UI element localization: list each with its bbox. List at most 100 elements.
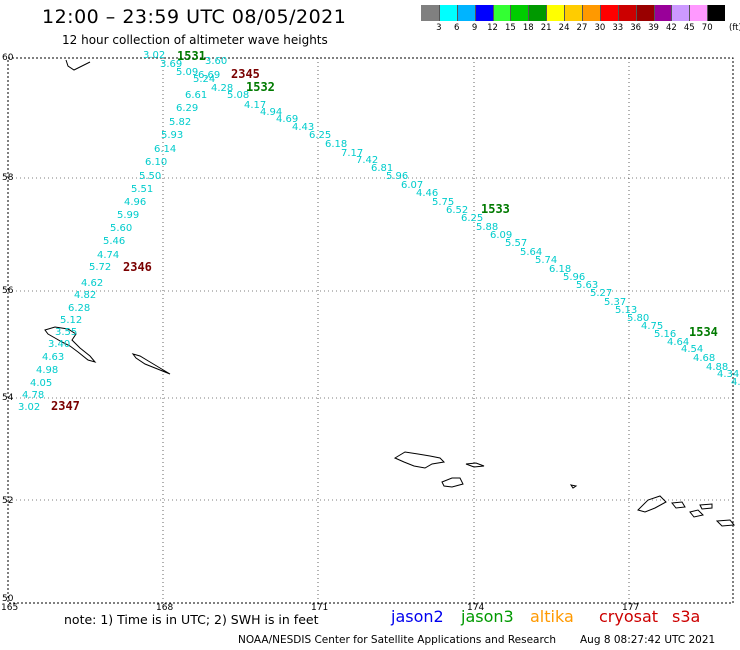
legend-swatch — [582, 5, 600, 21]
legend-label: 3 — [436, 23, 442, 33]
legend-unit: (ft) — [729, 23, 740, 33]
wave-height-label: 3.60 — [205, 56, 227, 67]
wave-height-label: 7.17 — [341, 148, 363, 159]
legend-swatch — [707, 5, 726, 21]
legend-swatch — [635, 5, 654, 21]
wave-height-label: 5.27 — [590, 288, 612, 299]
wave-height-label: 6.81 — [371, 163, 393, 174]
legend-label: 9 — [471, 23, 478, 33]
wave-height-label: 3.02 — [18, 402, 40, 413]
time-label: 2346 — [123, 260, 152, 274]
wave-height-label: 4.74 — [97, 250, 119, 261]
wave-height-label: 6.29 — [176, 103, 198, 114]
legend-label: 39 — [648, 23, 659, 33]
footer-note: note: 1) Time is in UTC; 2) SWH is in fe… — [64, 612, 319, 627]
wave-height-label: 5.13 — [615, 305, 637, 316]
wave-height-label: 4.82 — [74, 290, 96, 301]
time-label: 1531 — [177, 49, 206, 63]
legend-label: 36 — [630, 23, 642, 33]
wave-height-label: 5.12 — [60, 315, 82, 326]
wave-height-label: 4.54 — [681, 344, 703, 355]
track-descending: 3.60 6.69 4.28 5.08 4.17 4.94 4.69 4.43 … — [177, 49, 740, 388]
legend-label: 21 — [540, 23, 552, 33]
lat-label-60: 60 — [2, 53, 14, 63]
wave-height-label: 5.50 — [139, 171, 161, 182]
wave-height-label: 6.61 — [185, 90, 207, 101]
island-small — [131, 353, 171, 375]
wave-height-label: 4.05 — [30, 378, 52, 389]
wave-height-label: 6.69 — [198, 70, 220, 81]
lon-label-168: 168 — [156, 603, 173, 613]
satellite-jason2: jason2 — [391, 607, 444, 626]
island-aleutian-d — [569, 484, 578, 489]
wave-height-label: 5.82 — [169, 117, 191, 128]
legend-label: 70 — [701, 23, 713, 33]
wave-height-label: 6.25 — [309, 130, 331, 141]
wave-height-label: 5.60 — [110, 223, 132, 234]
generated-timestamp: Aug 8 08:27:42 UTC 2021 — [580, 634, 716, 646]
wave-height-label: 4.96 — [124, 197, 146, 208]
satellite-s3a: s3a — [672, 607, 701, 626]
island-aleutian-i — [715, 519, 735, 527]
time-label: 1534 — [689, 325, 718, 339]
island-aleutian-h — [699, 503, 713, 510]
legend-swatch — [599, 5, 618, 21]
satellite-altika: altika — [530, 607, 574, 626]
island-aleutian-a — [393, 451, 446, 469]
wave-height-label: 6.25 — [461, 213, 483, 224]
wave-height-label: 3.40 — [48, 339, 70, 350]
wave-height-label: 5.24 — [193, 74, 215, 85]
lat-label-58: 58 — [2, 173, 14, 183]
wave-height-label: 3.69 — [160, 59, 182, 70]
wave-height-label: 6.28 — [68, 303, 90, 314]
wave-height-label: 4.68 — [693, 353, 715, 364]
wave-height-label: 5.74 — [535, 255, 557, 266]
wave-height-label: 5.63 — [576, 280, 598, 291]
wave-height-label: 5.75 — [432, 197, 454, 208]
legend-swatch — [617, 5, 636, 21]
wave-height-label: 4.78 — [22, 390, 44, 401]
wave-height-label: 3.55 — [55, 327, 77, 338]
wave-height-label: 4.64 — [667, 337, 689, 348]
wave-height-label: 7.42 — [356, 155, 378, 166]
legend-label: 42 — [666, 23, 677, 33]
legend-label: 45 — [683, 23, 695, 33]
legend-swatch — [564, 5, 583, 21]
lon-label-171: 171 — [311, 603, 328, 613]
lat-label-56: 56 — [2, 286, 14, 296]
wave-height-label: 5.96 — [563, 272, 585, 283]
wave-height-label: 4.75 — [641, 321, 663, 332]
wave-height-label: 4.17 — [244, 100, 266, 111]
legend-swatch — [653, 5, 672, 21]
satellite-jason3: jason3 — [461, 607, 514, 626]
time-label: 2347 — [51, 399, 80, 413]
wave-height-label: 4.94 — [260, 107, 282, 118]
legend-label: 6 — [454, 23, 460, 33]
coastlines — [44, 59, 735, 527]
st-lawrence-island — [44, 326, 97, 363]
wave-height-label: 6.14 — [154, 144, 176, 155]
wave-height-label: 5.46 — [103, 236, 125, 247]
page-title: 12:00 – 23:59 UTC 08/05/2021 — [42, 6, 347, 28]
legend-label: 33 — [612, 23, 624, 33]
island-aleutian-b — [465, 462, 485, 468]
wave-height-label: 4.43 — [292, 122, 314, 133]
wave-height-label: 5.64 — [520, 247, 542, 258]
island-aleutian-c — [441, 477, 464, 488]
graticule — [8, 58, 733, 603]
wave-height-label: 5.51 — [131, 184, 153, 195]
credit-text: NOAA/NESDIS Center for Satellite Applica… — [238, 634, 556, 646]
wave-height-label: 5.88 — [476, 222, 498, 233]
wave-height-label: 5.80 — [627, 313, 649, 324]
legend-swatch — [546, 5, 565, 21]
wave-height-label: 5.72 — [89, 262, 111, 273]
legend-label: 30 — [594, 23, 606, 33]
wave-height-label: 5.37 — [604, 297, 626, 308]
legend-swatch — [474, 5, 493, 21]
map-frame — [7, 57, 734, 604]
track-ascending: 3.02 4.78 4.05 4.98 4.63 3.40 3.55 5.12 … — [18, 50, 215, 413]
wave-height-label: 4.4 — [731, 377, 740, 388]
wave-height-label: 4.28 — [211, 83, 233, 94]
legend-label: 18 — [522, 23, 534, 33]
